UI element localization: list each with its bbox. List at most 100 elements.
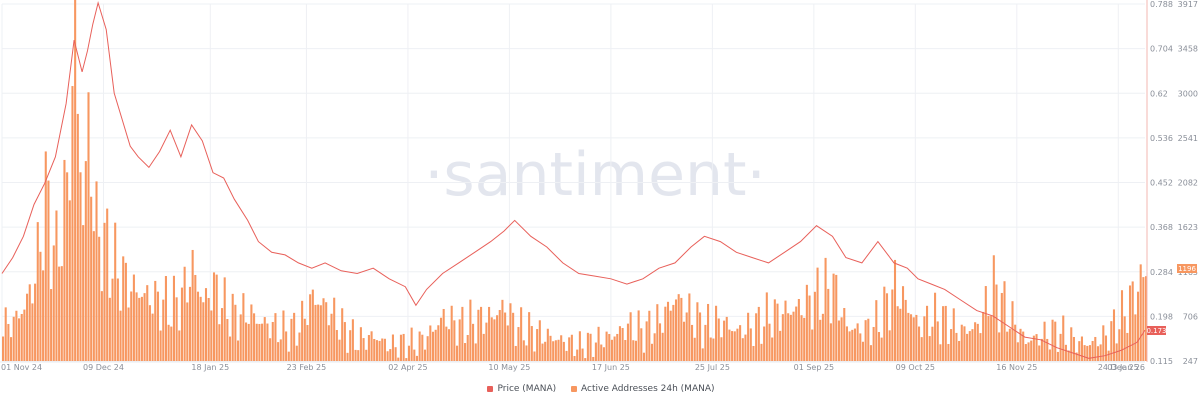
address-bar: [747, 312, 750, 361]
x-tick-label: 16 Nov 25: [996, 363, 1037, 372]
address-bar: [325, 302, 328, 361]
legend-item-price[interactable]: Price (MANA): [487, 384, 556, 394]
address-bar: [1027, 342, 1030, 361]
address-bar: [2, 336, 5, 361]
address-bar: [1120, 290, 1124, 361]
address-bar: [242, 293, 245, 361]
address-bar: [445, 326, 448, 361]
address-bar: [752, 346, 755, 361]
address-bar: [789, 314, 792, 361]
address-bar: [287, 351, 290, 361]
address-bar: [223, 277, 226, 361]
address-bar: [55, 210, 58, 361]
address-bar: [116, 278, 119, 361]
address-bar: [621, 328, 624, 361]
address-bar: [210, 310, 213, 361]
address-bar: [1032, 335, 1035, 361]
address-bar: [632, 340, 635, 361]
x-tick-label: 09 Oct 25: [896, 363, 935, 372]
address-bar: [439, 317, 443, 361]
legend-item-addresses[interactable]: Active Addresses 24h (MANA): [571, 384, 715, 394]
address-bar: [482, 333, 485, 361]
address-bar: [616, 333, 619, 361]
price-tick-label: 0.198: [1150, 312, 1173, 321]
address-bar: [859, 333, 862, 361]
address-bar: [485, 322, 488, 361]
address-bar: [824, 257, 827, 361]
address-bar: [552, 341, 555, 361]
address-bar: [135, 292, 138, 361]
address-bar: [891, 289, 894, 361]
address-bar: [66, 172, 69, 361]
address-bar: [477, 309, 480, 361]
address-bar: [63, 159, 66, 361]
address-bar: [450, 305, 453, 361]
address-bar: [1142, 277, 1145, 361]
address-bar: [931, 326, 934, 361]
address-bar: [509, 303, 512, 361]
address-bar: [1083, 345, 1086, 361]
address-bar: [739, 325, 742, 361]
address-bar: [1062, 315, 1065, 361]
address-bar: [314, 304, 317, 361]
address-bar: [239, 314, 242, 361]
address-bar: [175, 297, 178, 361]
address-bar: [1019, 328, 1022, 361]
address-bar: [987, 315, 990, 361]
address-bar: [132, 274, 135, 361]
address-bar: [963, 326, 966, 361]
address-bar: [15, 310, 18, 361]
address-bar: [776, 303, 779, 361]
address-bar: [167, 324, 170, 361]
address-bar: [731, 331, 734, 361]
addresses-tick-label: 3000: [1178, 89, 1198, 98]
address-bar: [624, 340, 627, 361]
address-bar: [319, 305, 322, 361]
address-bar: [912, 317, 915, 361]
address-bar: [285, 331, 288, 361]
address-bar: [156, 291, 159, 361]
address-bar: [365, 349, 368, 361]
address-bar: [1070, 327, 1073, 361]
address-bar: [958, 340, 961, 361]
addresses-tick-label: 3917: [1178, 0, 1198, 9]
address-bar: [346, 352, 349, 361]
address-bar: [728, 329, 731, 361]
address-bar: [533, 351, 536, 361]
address-bar: [992, 255, 995, 361]
address-bar: [1118, 329, 1121, 361]
address-bar: [122, 256, 125, 361]
address-bar: [394, 347, 397, 361]
address-bar: [95, 181, 98, 361]
address-bar: [554, 340, 557, 361]
address-bar: [138, 297, 141, 361]
address-bar: [909, 314, 913, 361]
address-bar: [130, 291, 133, 361]
address-bar: [1136, 291, 1140, 361]
address-bar: [295, 345, 298, 361]
address-bar: [1107, 350, 1110, 361]
address-bar: [715, 305, 718, 361]
address-bar: [12, 316, 15, 361]
address-bar: [763, 326, 766, 361]
address-bar: [92, 231, 95, 361]
address-bar: [461, 306, 464, 361]
address-bar: [309, 294, 312, 361]
address-bar: [541, 343, 544, 361]
last-price-badge: 0.173: [1146, 326, 1167, 335]
address-bar: [594, 342, 597, 361]
address-bar: [47, 180, 50, 361]
address-bar: [904, 299, 907, 361]
last-price-value: 0.173: [1146, 327, 1166, 335]
address-bar: [942, 306, 945, 361]
address-bar: [512, 312, 515, 361]
address-bar: [1016, 342, 1019, 361]
address-bar: [816, 267, 819, 361]
address-bar: [178, 330, 181, 361]
address-bar: [1094, 336, 1097, 361]
address-bar: [570, 334, 573, 361]
address-bar: [229, 336, 232, 361]
address-bar: [466, 335, 469, 361]
address-bar: [856, 323, 859, 361]
x-tick-label: 01 Nov 24: [1, 363, 42, 372]
